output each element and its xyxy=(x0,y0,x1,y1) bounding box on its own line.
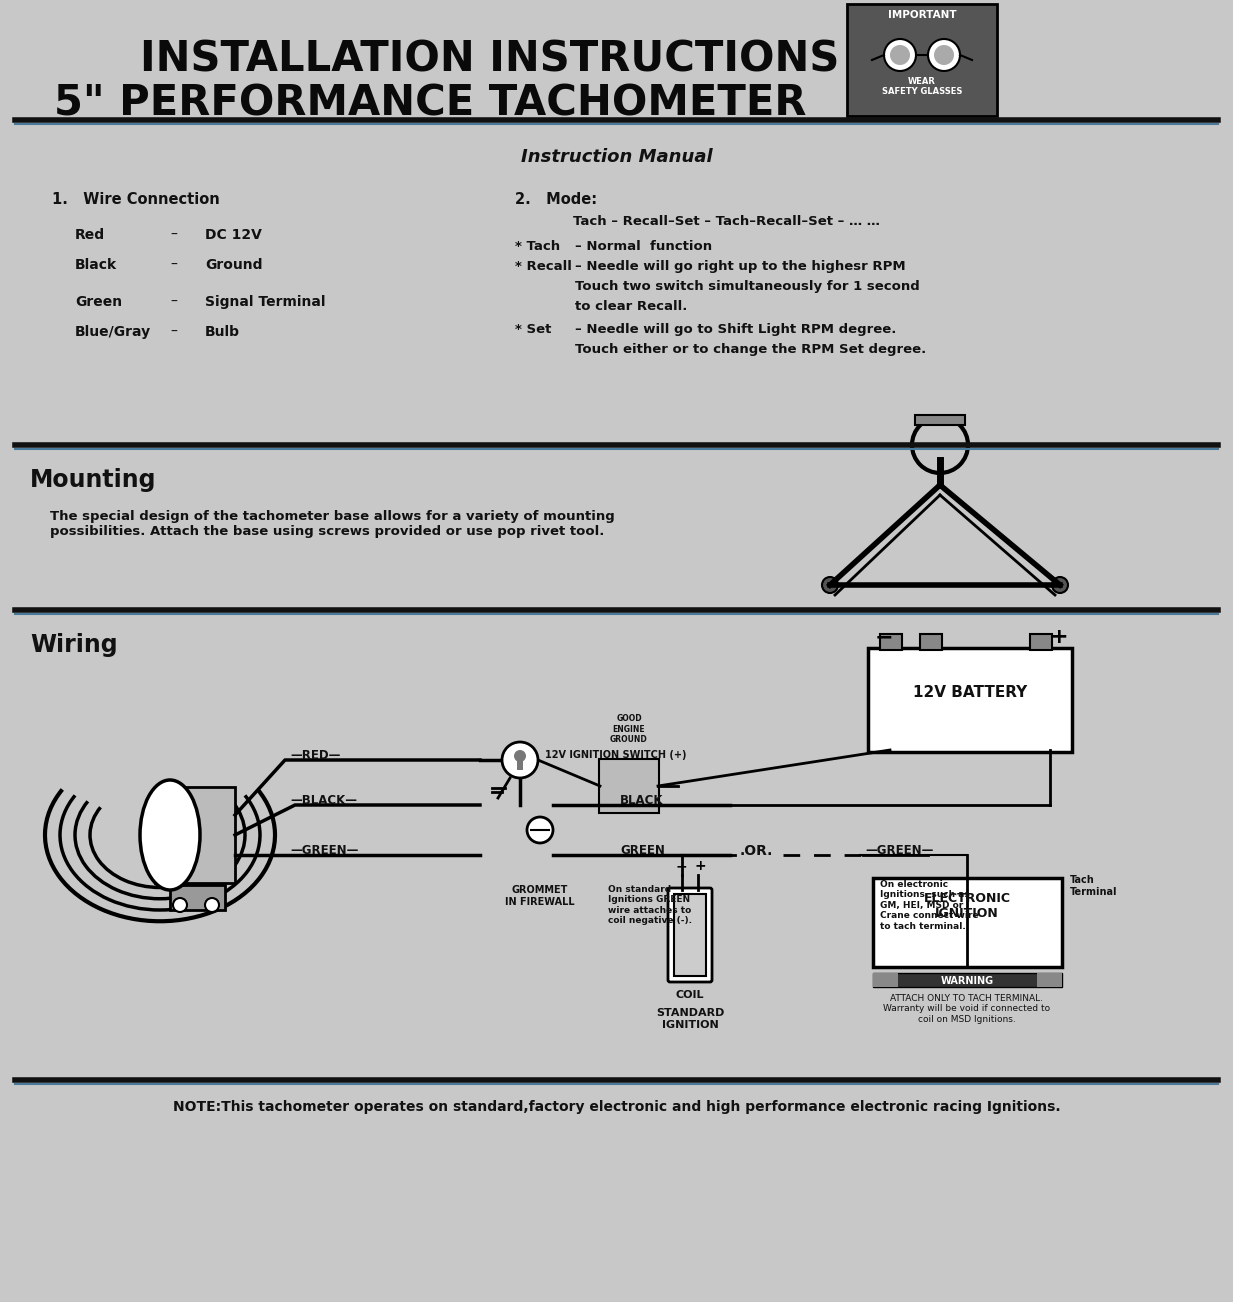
Text: Signal Terminal: Signal Terminal xyxy=(205,296,326,309)
Text: 5" PERFORMANCE TACHOMETER: 5" PERFORMANCE TACHOMETER xyxy=(54,83,806,125)
FancyBboxPatch shape xyxy=(599,759,658,812)
Bar xyxy=(873,973,1062,987)
Text: to clear Recall.: to clear Recall. xyxy=(575,299,687,312)
Text: 2.   Mode:: 2. Mode: xyxy=(515,191,597,207)
Text: – Normal  function: – Normal function xyxy=(575,240,713,253)
Text: +: + xyxy=(694,859,705,874)
Circle shape xyxy=(928,39,961,72)
Text: Touch either or to change the RPM Set degree.: Touch either or to change the RPM Set de… xyxy=(575,342,926,355)
Text: Instruction Manual: Instruction Manual xyxy=(522,148,713,165)
Text: ATTACH ONLY TO TACH TERMINAL.
Warranty will be void if connected to
coil on MSD : ATTACH ONLY TO TACH TERMINAL. Warranty w… xyxy=(883,993,1051,1023)
FancyBboxPatch shape xyxy=(668,888,711,982)
Bar xyxy=(170,885,224,910)
Text: – Needle will go to Shift Light RPM degree.: – Needle will go to Shift Light RPM degr… xyxy=(575,323,896,336)
Circle shape xyxy=(173,898,187,911)
Text: Bulb: Bulb xyxy=(205,326,240,339)
Text: * Set: * Set xyxy=(515,323,551,336)
Text: GROMMET
IN FIREWALL: GROMMET IN FIREWALL xyxy=(506,885,575,906)
Text: .OR.: .OR. xyxy=(740,844,773,858)
Text: The special design of the tachometer base allows for a variety of mounting
possi: The special design of the tachometer bas… xyxy=(51,510,615,538)
Text: INSTALLATION INSTRUCTIONS: INSTALLATION INSTRUCTIONS xyxy=(141,38,840,79)
Text: 1.   Wire Connection: 1. Wire Connection xyxy=(52,191,219,207)
Text: On standard
Ignitions GREEN
wire attaches to
coil negative (-).: On standard Ignitions GREEN wire attache… xyxy=(608,885,692,926)
Text: Ground: Ground xyxy=(205,258,263,272)
Text: —BLACK—: —BLACK— xyxy=(290,794,358,807)
Text: —GREEN—: —GREEN— xyxy=(866,844,933,857)
Text: * Tach: * Tach xyxy=(515,240,560,253)
Text: WEAR
SAFETY GLASSES: WEAR SAFETY GLASSES xyxy=(882,77,962,96)
Text: ELECTRONIC
IGNITION: ELECTRONIC IGNITION xyxy=(924,892,1011,921)
Text: BLACK: BLACK xyxy=(620,794,663,807)
Circle shape xyxy=(884,39,916,72)
Text: WARNING: WARNING xyxy=(941,976,994,986)
Bar xyxy=(880,634,903,650)
Text: Red: Red xyxy=(75,228,105,242)
Text: —GREEN—: —GREEN— xyxy=(290,844,359,857)
Text: COIL: COIL xyxy=(676,990,704,1000)
Text: Wiring: Wiring xyxy=(30,633,117,658)
Text: * Recall: * Recall xyxy=(515,260,572,273)
Circle shape xyxy=(502,742,538,779)
Text: Touch two switch simultaneously for 1 second: Touch two switch simultaneously for 1 se… xyxy=(575,280,920,293)
Text: —RED—: —RED— xyxy=(290,749,340,762)
Text: −: − xyxy=(875,628,894,647)
FancyBboxPatch shape xyxy=(873,878,1062,967)
Text: Green: Green xyxy=(75,296,122,309)
Text: IMPORTANT: IMPORTANT xyxy=(888,10,957,20)
Circle shape xyxy=(935,46,954,65)
Text: NOTE:This tachometer operates on standard,factory electronic and high performanc: NOTE:This tachometer operates on standar… xyxy=(173,1100,1060,1115)
Text: Mounting: Mounting xyxy=(30,467,157,492)
Circle shape xyxy=(205,898,219,911)
Circle shape xyxy=(514,750,526,762)
Circle shape xyxy=(890,46,910,65)
Text: Tach
Terminal: Tach Terminal xyxy=(1070,875,1117,897)
Text: Blue/Gray: Blue/Gray xyxy=(75,326,152,339)
Text: –: – xyxy=(170,296,176,309)
Text: DC 12V: DC 12V xyxy=(205,228,261,242)
Text: –: – xyxy=(170,258,176,272)
Ellipse shape xyxy=(141,780,200,891)
Circle shape xyxy=(822,577,838,592)
Text: On electronic
Ignitions, such as
GM, HEI, MSD or
Crane connect wire
to tach term: On electronic Ignitions, such as GM, HEI… xyxy=(880,880,979,931)
Bar xyxy=(517,756,523,769)
FancyBboxPatch shape xyxy=(674,894,707,976)
Text: – Needle will go right up to the highesr RPM: – Needle will go right up to the highesr… xyxy=(575,260,905,273)
Bar xyxy=(920,634,942,650)
FancyBboxPatch shape xyxy=(155,786,236,883)
Text: –: – xyxy=(170,326,176,339)
Bar xyxy=(1030,634,1052,650)
Circle shape xyxy=(1052,577,1068,592)
Bar xyxy=(915,415,965,424)
Text: STANDARD
IGNITION: STANDARD IGNITION xyxy=(656,1008,724,1030)
FancyBboxPatch shape xyxy=(847,4,997,116)
Text: +: + xyxy=(1051,628,1069,647)
Text: Tach – Recall–Set – Tach–Recall–Set – … …: Tach – Recall–Set – Tach–Recall–Set – … … xyxy=(573,215,880,228)
Bar xyxy=(873,973,898,987)
Text: GREEN: GREEN xyxy=(620,844,665,857)
Text: GOOD
ENGINE
GROUND: GOOD ENGINE GROUND xyxy=(610,713,647,743)
Text: 12V BATTERY: 12V BATTERY xyxy=(912,685,1027,700)
Text: Black: Black xyxy=(75,258,117,272)
Bar xyxy=(1037,973,1062,987)
FancyBboxPatch shape xyxy=(868,648,1071,753)
Text: −: − xyxy=(676,859,688,874)
Circle shape xyxy=(526,816,552,842)
Text: –: – xyxy=(170,228,176,242)
Text: 12V IGNITION SWITCH (+): 12V IGNITION SWITCH (+) xyxy=(545,750,687,760)
